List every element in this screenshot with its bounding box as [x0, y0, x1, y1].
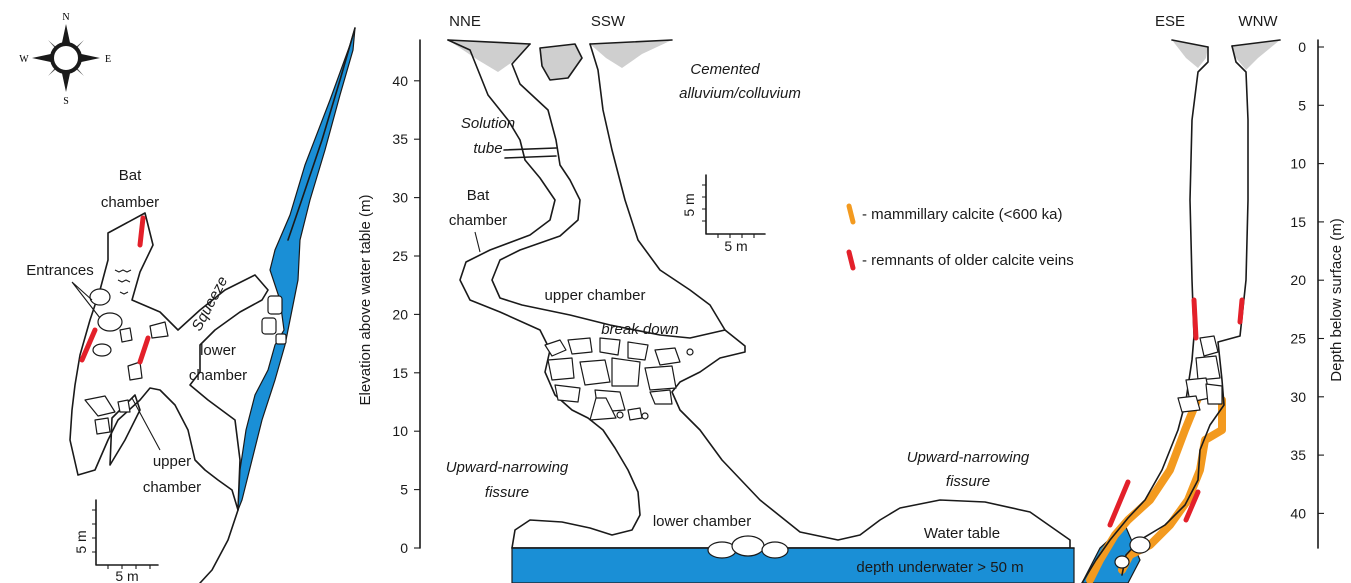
legend: - mammillary calcite (<600 ka) - remnant…	[846, 203, 1074, 271]
depth-tick-label: 25	[1290, 331, 1306, 347]
depth-tick-label: 20	[1290, 272, 1306, 288]
label-lower-chamber-section: lower chamber	[653, 513, 751, 530]
legend-orange-swatch	[846, 203, 856, 225]
ew-red-vein	[1237, 297, 1245, 325]
elevation-tick-label: 5	[400, 482, 408, 498]
ew-cave-outline-right	[1121, 45, 1249, 576]
breakdown-blocks	[544, 337, 694, 421]
label-solution: Solution	[461, 115, 515, 132]
lower-chamber-blocks	[707, 535, 789, 559]
plan-cave-outline	[69, 212, 269, 511]
entrances-pointer	[71, 281, 101, 319]
label-lower-chamber: chamber	[189, 367, 247, 384]
label-bat-chamber: chamber	[101, 194, 159, 211]
elevation-axis: 0 5 10 15 20 25 30 35 40 Elevation above water t…	[357, 39, 421, 556]
legend-red-swatch	[846, 249, 856, 271]
label-fissure-left-2: fissure	[485, 484, 529, 501]
section-right-wall	[589, 43, 726, 331]
elevation-tick-label: 35	[392, 131, 408, 147]
label-squeeze: Squeeze	[189, 274, 232, 334]
label-bat-section: Bat	[467, 187, 490, 204]
label-tube: tube	[473, 140, 502, 157]
plan-scale-bar: 5 m 5 m	[73, 499, 159, 583]
elevation-tick-label: 10	[392, 423, 408, 439]
label-entrances: Entrances	[26, 262, 94, 279]
ew-blocks	[1114, 335, 1223, 569]
section-scale-bar: 5 m 5 m	[681, 174, 766, 254]
depth-tick-label: 5	[1298, 97, 1306, 113]
label-upper-chamber-section: upper chamber	[545, 287, 646, 304]
section-cave-outline	[447, 39, 1071, 549]
label-cemented: Cemented	[690, 61, 760, 78]
elevation-tick-label: 30	[392, 190, 408, 206]
plan-view: N S E W	[19, 12, 356, 583]
legend-red-label: - remnants of older calcite veins	[862, 252, 1074, 269]
solution-tube	[503, 147, 557, 159]
plan-fissure-line	[199, 27, 356, 583]
depth-tick-label: 30	[1290, 389, 1306, 405]
sediment-left	[448, 40, 530, 72]
plan-red-vein	[137, 335, 151, 365]
label-bat-chamber-section: chamber	[449, 212, 507, 229]
compass-rose-icon: N S E W	[19, 12, 111, 107]
plan-red-vein	[79, 327, 98, 363]
sediment-ese	[1172, 40, 1208, 68]
section-scale-horizontal: 5 m	[724, 238, 747, 254]
compass-w: W	[19, 54, 29, 65]
compass-s: S	[63, 96, 69, 107]
label-alluvium: alluvium/colluvium	[679, 85, 801, 102]
compass-n: N	[62, 12, 69, 23]
plan-blocks	[84, 269, 287, 435]
orange-calcite-left	[1086, 394, 1202, 583]
plan-water-channel	[237, 27, 356, 511]
plan-scale-vertical: 5 m	[73, 530, 89, 553]
label-fissure-left: Upward-narrowing	[446, 459, 569, 476]
label-upper-chamber: chamber	[143, 479, 201, 496]
plan-pillar	[109, 394, 141, 466]
ew-red-vein	[1191, 297, 1199, 341]
section-nne-ssw: NNE SSW 0 5 10 15 20 25 30 35 40 Elevation above…	[357, 13, 1075, 583]
sediment-wnw	[1232, 40, 1280, 70]
plan-scale-horizontal: 5 m	[115, 568, 138, 583]
dir-ese: ESE	[1155, 13, 1185, 30]
label-upper: upper	[153, 453, 191, 470]
elevation-tick-label: 0	[400, 540, 408, 556]
label-break-down: break down	[601, 321, 679, 338]
label-lower: lower	[200, 342, 236, 359]
label-bat: Bat	[119, 167, 142, 184]
dir-wnw: WNW	[1238, 13, 1278, 30]
elevation-tick-label: 20	[392, 306, 408, 322]
depth-tick-label: 15	[1290, 214, 1306, 230]
label-fissure-right-2: fissure	[946, 473, 990, 490]
elevation-tick-label: 15	[392, 365, 408, 381]
elevation-tick-label: 25	[392, 248, 408, 264]
label-fissure-right: Upward-narrowing	[907, 449, 1030, 466]
label-depth-underwater: depth underwater > 50 m	[856, 559, 1023, 576]
sediment-mid	[540, 44, 582, 80]
sediment-right	[590, 40, 672, 68]
ew-red-vein	[1183, 489, 1201, 523]
ew-red-vein	[1107, 479, 1131, 528]
depth-axis: 0 5 10 15 20 25 30 35 40 Depth below surface (m)	[1290, 39, 1345, 549]
dir-nne: NNE	[449, 13, 481, 30]
label-water-table: Water table	[924, 525, 1000, 542]
depth-tick-label: 35	[1290, 447, 1306, 463]
elevation-tick-label: 40	[392, 73, 408, 89]
section-scale-vertical: 5 m	[681, 193, 697, 216]
bat-chamber-pointer	[474, 231, 481, 253]
depth-tick-label: 40	[1290, 505, 1306, 521]
depth-tick-label: 10	[1290, 156, 1306, 172]
elevation-axis-label: Elevation above water table (m)	[357, 195, 374, 406]
compass-e: E	[105, 54, 111, 65]
legend-orange-label: - mammillary calcite (<600 ka)	[862, 206, 1062, 223]
upper-chamber-pointer	[131, 397, 161, 451]
dir-ssw: SSW	[591, 13, 626, 30]
depth-tick-label: 0	[1298, 39, 1306, 55]
depth-axis-label: Depth below surface (m)	[1328, 218, 1345, 381]
plan-red-vein	[137, 215, 146, 248]
